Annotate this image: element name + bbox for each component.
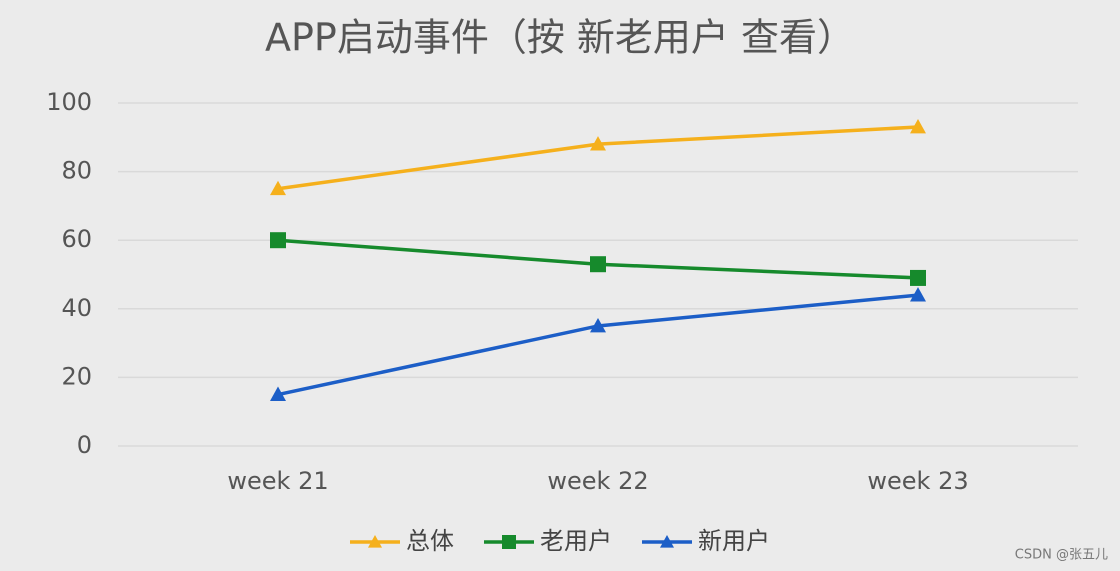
x-tick-label: week 21 [227, 467, 328, 495]
marker [270, 232, 286, 249]
legend-label: 老用户 [540, 527, 612, 555]
watermark: CSDN @张五儿 [1015, 548, 1108, 563]
marker [910, 269, 926, 286]
marker [590, 256, 606, 273]
marker [270, 386, 286, 401]
x-tick-label: week 22 [547, 467, 648, 495]
y-tick-label: 20 [61, 362, 92, 390]
x-tick-label: week 23 [867, 467, 968, 495]
y-tick-label: 40 [61, 294, 92, 322]
marker [502, 535, 516, 549]
marker [590, 317, 606, 333]
y-tick-label: 0 [77, 431, 92, 459]
marker [270, 180, 286, 196]
chart-title: APP启动事件（按 新老用户 查看） [265, 16, 855, 60]
y-tick-label: 80 [61, 157, 92, 185]
marker [910, 287, 926, 302]
legend-label: 新用户 [698, 527, 770, 555]
marker [660, 535, 674, 548]
marker [590, 136, 606, 151]
legend-label: 总体 [406, 527, 454, 555]
marker [910, 119, 926, 134]
y-tick-label: 60 [61, 225, 92, 253]
marker [368, 535, 382, 548]
y-tick-label: 100 [46, 88, 92, 116]
